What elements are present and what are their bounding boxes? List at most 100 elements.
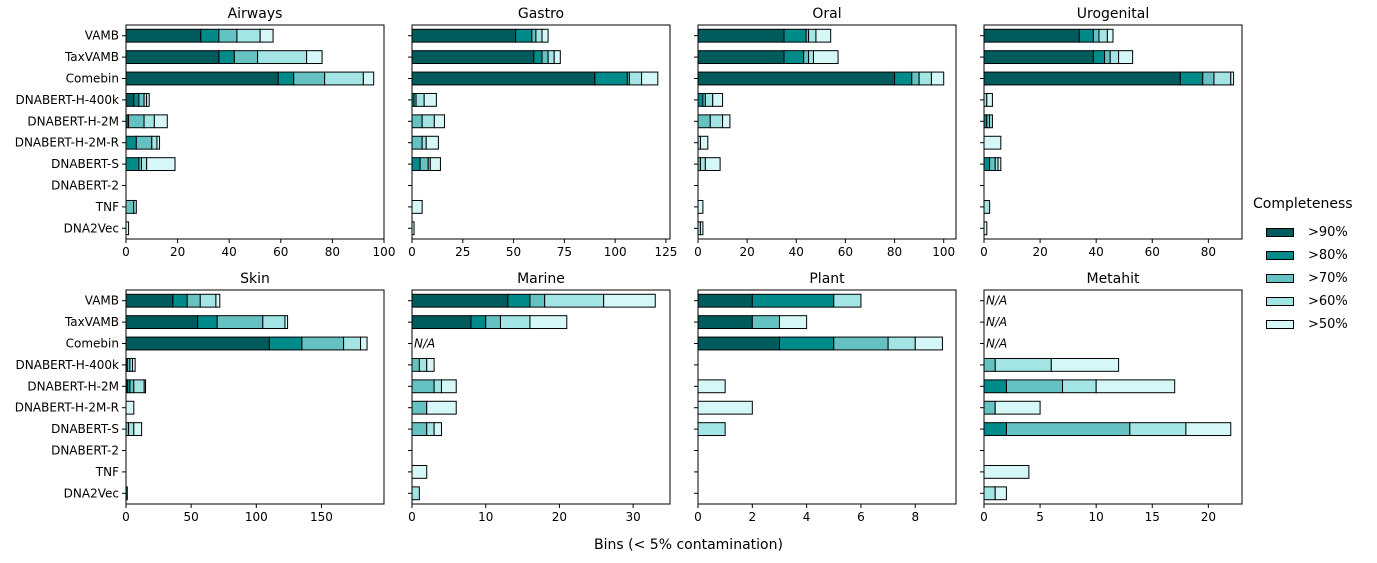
bar-segment-comebin-3: [343, 336, 362, 351]
bar-segment-dnabert-s-4: [429, 157, 441, 172]
legend-title: Completeness: [1253, 196, 1353, 212]
bar-segment-vamb-0: [983, 28, 1080, 43]
x-tick-label: 4: [803, 510, 811, 524]
bar-segment-dnabert-h-2m-r-4: [426, 400, 457, 415]
bar-segment-taxvamb-4: [1118, 50, 1134, 65]
bar-segment-tnf-4: [697, 199, 704, 214]
na-label: N/A: [986, 315, 1007, 329]
panel-title: Airways: [228, 6, 283, 22]
bar-segment-comebin-2: [301, 336, 345, 351]
x-tick-label: 100: [604, 245, 627, 259]
bar-segment-dnabert-h-2m-r-4: [697, 400, 753, 415]
bar-segment-dnabert-h-400k-4: [423, 92, 437, 107]
panel-gastro: Gastro 0 25 50 75 100 125: [408, 6, 677, 259]
bar-segment-taxvamb-2: [803, 50, 810, 65]
bar-segment-vamb-4: [603, 293, 656, 308]
bar-segment-dnabert-h-400k-4: [146, 92, 150, 107]
x-tick-label: 6: [857, 510, 865, 524]
panel-title: Oral: [812, 6, 841, 22]
bar-segment-vamb-3: [535, 28, 543, 43]
legend-swatch-gt60: [1266, 297, 1294, 306]
bar-segment-taxvamb-4: [812, 50, 839, 65]
bar-segment-comebin-3: [628, 71, 643, 86]
panel-title: Urogenital: [1077, 6, 1149, 22]
panel-title: Marine: [517, 271, 565, 287]
bar-segment-vamb-4: [215, 293, 221, 308]
legend-label-gt60: >60%: [1308, 294, 1348, 309]
x-tick-label: 50: [184, 510, 199, 524]
legend-item-gt80: >80%: [1253, 244, 1371, 267]
legend-item-gt50: >50%: [1253, 313, 1371, 336]
bar-segment-dnabert-h-400k-3: [418, 357, 428, 372]
bar-segment-comebin-1: [594, 71, 628, 86]
x-tick-label: 0: [408, 245, 416, 259]
bar-segment-dna2vec-4: [994, 486, 1007, 501]
y-tick-label-dnabert-s: DNABERT-S: [51, 422, 119, 436]
bar-segment-taxvamb-3: [547, 50, 555, 65]
bar-segment-dnabert-h-400k-4: [426, 357, 435, 372]
bar-segment-dnabert-s-3: [1129, 422, 1187, 437]
bar-segment-vamb-3: [199, 293, 217, 308]
bar-segment-taxvamb-3: [808, 50, 814, 65]
bar-segment-dnabert-h-2m-1: [983, 379, 1007, 394]
y-tick-label-taxvamb: TaxVAMB: [64, 50, 119, 64]
bar-segment-dnabert-h-2m-3: [1062, 379, 1097, 394]
legend-label-gt50: >50%: [1308, 317, 1348, 332]
bar-segment-tnf-4: [411, 464, 428, 479]
panel-frame: [697, 289, 957, 505]
x-tick-label: 75: [557, 245, 572, 259]
bar-segment-dnabert-h-2m-r-2: [411, 400, 428, 415]
x-tick-label: 20: [552, 510, 567, 524]
bar-segment-dnabert-s-4: [133, 422, 143, 437]
bar-segment-vamb-4: [815, 28, 832, 43]
bar-segment-taxvamb-4: [284, 315, 289, 330]
bar-segment-dna2vec-3: [411, 486, 420, 501]
bar-segment-vamb-2: [531, 28, 537, 43]
bar-segment-comebin-3: [887, 336, 916, 351]
bar-segment-dnabert-s-1: [983, 422, 1007, 437]
bar-segment-dnabert-h-2m-4: [697, 379, 726, 394]
bar-segment-dnabert-h-2m-3: [709, 114, 724, 129]
bar-segment-dnabert-h-2m-r-2: [135, 135, 153, 150]
bar-segment-vamb-3: [236, 28, 261, 43]
y-tick-label-dnabert-h-2m: DNABERT-H-2M: [27, 114, 119, 128]
x-tick-label: 25: [455, 245, 470, 259]
bar-segment-dnabert-s-3: [697, 422, 726, 437]
bar-segment-dnabert-s-4: [433, 422, 442, 437]
bar-segment-comebin-2: [911, 71, 920, 86]
bar-segment-dnabert-h-2m-4: [722, 114, 731, 129]
bar-segment-dnabert-s-3: [140, 157, 148, 172]
x-tick-label: 2: [748, 510, 756, 524]
bar-segment-dnabert-s-2: [989, 157, 996, 172]
bar-segment-comebin-4: [362, 71, 375, 86]
x-tick-label: 100: [932, 245, 955, 259]
bar-segment-vamb-1: [507, 293, 531, 308]
panel-title: Gastro: [518, 6, 564, 22]
bar-segment-vamb-0: [411, 293, 509, 308]
panel-title: Skin: [240, 271, 270, 287]
bar-segment-dnabert-h-2m-2: [697, 114, 711, 129]
bar-segment-dnabert-h-2m-r-1: [125, 135, 137, 150]
legend-label-gt90: >90%: [1308, 225, 1348, 240]
x-tick-label: 60: [1145, 245, 1160, 259]
bar-segment-tnf-3: [133, 199, 137, 214]
x-tick-label: 0: [408, 510, 416, 524]
bar-segment-dnabert-s-3: [426, 422, 435, 437]
y-tick-label-dnabert-h-400k: DNABERT-H-400k: [16, 358, 120, 372]
bar-segment-dnabert-h-400k-2: [983, 357, 996, 372]
bar-segment-dnabert-h-2m-2: [128, 114, 145, 129]
bar-segment-vamb-1: [751, 293, 835, 308]
bar-segment-dnabert-h-2m-4: [1095, 379, 1176, 394]
bar-segment-dnabert-h-400k-4: [712, 92, 724, 107]
bar-segment-dnabert-h-2m-r-4: [983, 135, 1002, 150]
bar-segment-taxvamb-0: [411, 315, 472, 330]
x-axis-label: Bins (< 5% contamination): [594, 537, 783, 553]
bar-segment-vamb-3: [1098, 28, 1108, 43]
panel-frame: [125, 289, 385, 505]
panel-skin: Skin 0 50 100 150 VAMB TaxVAMB Comebin DNABERT-H…: [15, 271, 385, 524]
y-tick-label-dnabert-h-2m-r: DNABERT-H-2M-R: [15, 401, 119, 415]
y-tick-label-dnabert-h-400k: DNABERT-H-400k: [16, 93, 120, 107]
x-tick-label: 0: [122, 510, 130, 524]
bar-segment-comebin-3: [918, 71, 932, 86]
